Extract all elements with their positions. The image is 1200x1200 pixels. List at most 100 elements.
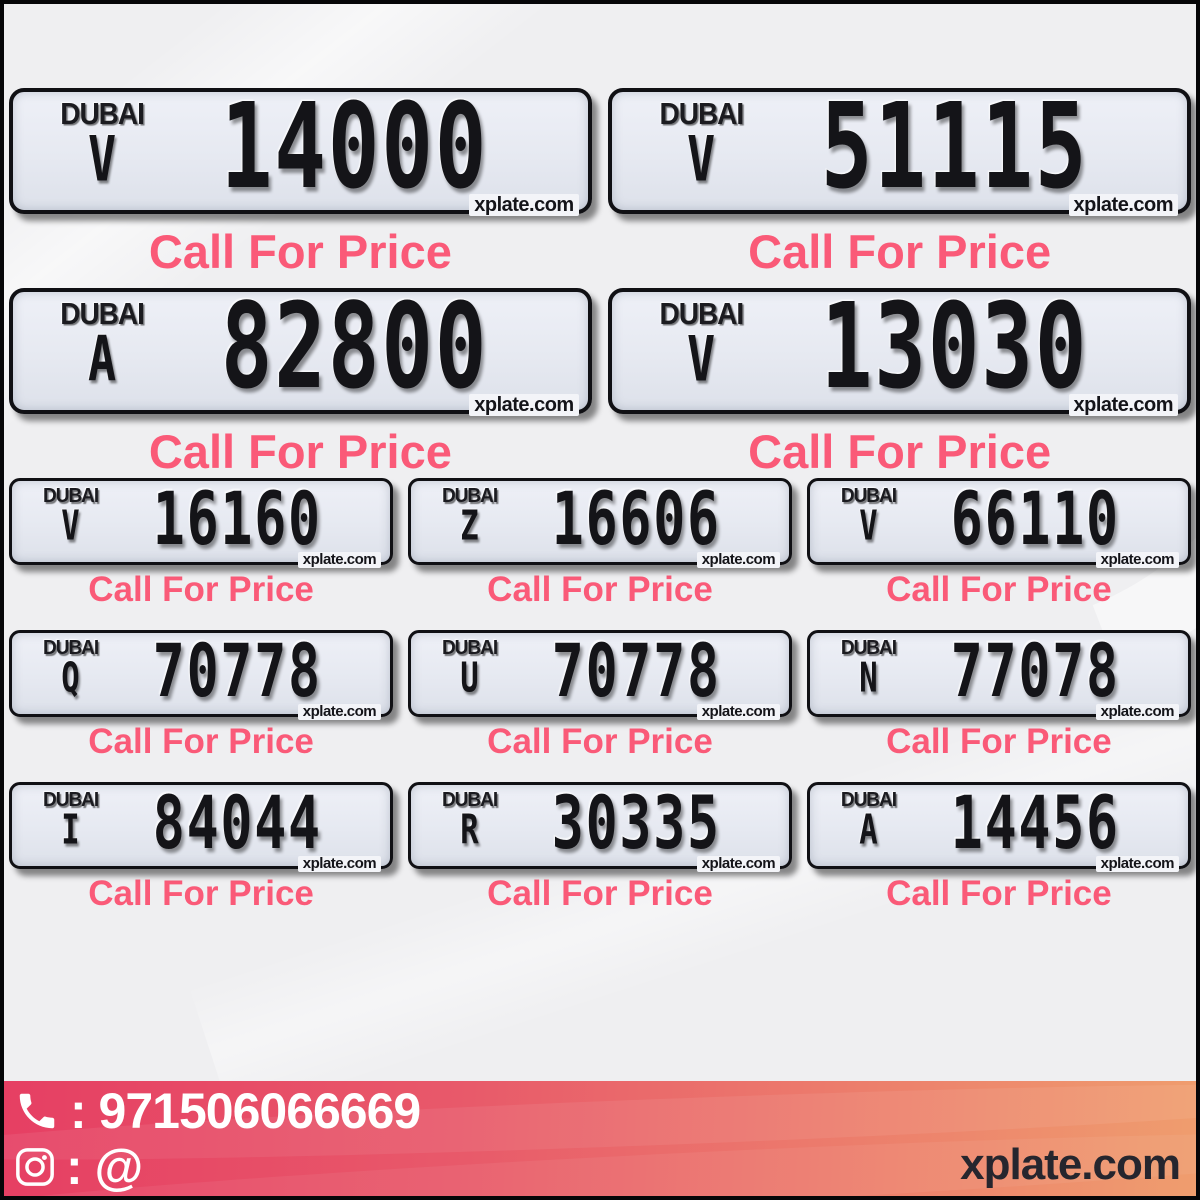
instagram-contact[interactable]: : @ [14, 1139, 420, 1195]
plate-code-block: DUBAI R [426, 788, 513, 851]
plate-watermark: xplate.com [469, 394, 579, 416]
plate-number: 70778 [152, 627, 322, 714]
price-label: Call For Price [487, 570, 713, 609]
price-label: Call For Price [88, 722, 314, 761]
plate-letter-code: V [87, 124, 117, 197]
price-label: Call For Price [148, 225, 452, 278]
plate-number: 14000 [221, 77, 489, 216]
plate-code-block: DUBAI I [27, 788, 114, 851]
plate-letter-code: N [859, 654, 878, 703]
plate-card[interactable]: DUBAI I 84044 xplate.com Call For Price [9, 779, 394, 914]
license-plate: DUBAI Q 70778 xplate.com [9, 627, 394, 720]
license-plate: DUBAI V 51115 xplate.com [608, 77, 1191, 216]
license-plate: DUBAI A 82800 xplate.com [9, 277, 592, 416]
phone-icon [19, 1093, 55, 1129]
plate-card[interactable]: DUBAI V 16160 xplate.com Call For Price [9, 475, 394, 610]
plate-card[interactable]: DUBAI A 82800 xplate.com Call For Price [9, 288, 592, 478]
dubai-logo: DUBAI [441, 636, 498, 660]
license-plate: DUBAI V 16160 xplate.com [9, 475, 394, 568]
price-label: Call For Price [886, 874, 1112, 913]
plate-code-block: DUBAI V [27, 484, 114, 547]
license-plate: DUBAI N 77078 xplate.com [806, 627, 1191, 720]
phone-contact[interactable]: : 971506066669 [14, 1083, 421, 1139]
plate-letter-code: V [687, 324, 716, 397]
plate-watermark: xplate.com [297, 855, 382, 872]
plate-letter-code: V [859, 502, 878, 551]
plate-code-block: DUBAI V [825, 484, 912, 547]
plate-code-block: DUBAI N [825, 638, 912, 699]
license-plate: DUBAI V 66110 xplate.com [806, 475, 1191, 568]
price-label: Call For Price [487, 874, 713, 913]
plate-watermark: xplate.com [1095, 551, 1179, 568]
plate-code-block: DUBAI A [825, 790, 912, 851]
plate-card[interactable]: DUBAI V 66110 xplate.com Call For Price [806, 475, 1191, 610]
plate-code-block: DUBAI V [635, 96, 767, 192]
plate-card[interactable]: DUBAI A 14456 xplate.com Call For Price [806, 779, 1191, 914]
contact-footer: : 971506066669 : @ xplate.com [4, 1081, 1196, 1196]
plate-row-3: DUBAI V 16160 xplate.com Call For Price … [9, 478, 1191, 610]
plate-number: 77078 [950, 627, 1120, 714]
license-plate: DUBAI V 13030 xplate.com [608, 277, 1191, 416]
price-label: Call For Price [88, 570, 314, 609]
dubai-logo: DUBAI [659, 96, 745, 131]
plate-code-block: DUBAI Z [426, 486, 513, 547]
plate-number: 16606 [551, 475, 721, 562]
plate-watermark: xplate.com [1068, 394, 1178, 416]
plate-code-block: DUBAI V [635, 296, 767, 392]
plate-number: 66110 [950, 475, 1120, 562]
license-plate: DUBAI Z 16606 xplate.com [407, 475, 793, 568]
price-label: Call For Price [748, 425, 1052, 478]
dubai-logo: DUBAI [43, 788, 99, 812]
plate-card[interactable]: DUBAI R 30335 xplate.com Call For Price [407, 779, 793, 914]
plate-number: 70778 [551, 627, 721, 714]
plate-watermark: xplate.com [696, 703, 781, 720]
dubai-logo: DUBAI [659, 296, 745, 331]
plate-number: 14456 [950, 779, 1120, 866]
license-plate: DUBAI V 14000 xplate.com [9, 77, 592, 216]
plate-card[interactable]: DUBAI V 14000 xplate.com Call For Price [9, 88, 592, 278]
plate-number: 82800 [221, 277, 489, 416]
plate-number: 13030 [820, 277, 1088, 416]
price-label: Call For Price [487, 722, 713, 761]
license-plate: DUBAI A 14456 xplate.com [806, 779, 1191, 872]
phone-number: : 971506066669 [70, 1083, 421, 1139]
plate-row-5: DUBAI I 84044 xplate.com Call For Price … [9, 782, 1191, 914]
plate-card[interactable]: DUBAI Z 16606 xplate.com Call For Price [407, 475, 793, 610]
plate-letter-code: R [460, 806, 479, 855]
plate-code-block: DUBAI A [36, 299, 168, 392]
plate-card[interactable]: DUBAI V 13030 xplate.com Call For Price [608, 288, 1191, 478]
plate-code-block: DUBAI V [36, 99, 168, 192]
dubai-logo: DUBAI [43, 484, 99, 508]
plate-number: 51115 [820, 77, 1088, 216]
plate-watermark: xplate.com [469, 194, 579, 216]
plate-card[interactable]: DUBAI U 70778 xplate.com Call For Price [407, 627, 793, 762]
price-label: Call For Price [748, 225, 1052, 278]
plate-number: 16160 [152, 475, 322, 562]
dubai-logo: DUBAI [43, 636, 99, 660]
plate-watermark: xplate.com [696, 551, 781, 568]
plate-letter-code: Z [460, 502, 479, 551]
plate-code-block: DUBAI Q [27, 636, 114, 699]
dubai-logo: DUBAI [840, 484, 897, 508]
plate-card[interactable]: DUBAI V 51115 xplate.com Call For Price [608, 88, 1191, 278]
contact-block: : 971506066669 : @ [14, 1083, 421, 1195]
plate-card[interactable]: DUBAI Q 70778 xplate.com Call For Price [9, 627, 394, 762]
plate-row-4: DUBAI Q 70778 xplate.com Call For Price … [9, 630, 1191, 762]
plate-watermark: xplate.com [297, 551, 382, 568]
price-label: Call For Price [886, 570, 1112, 609]
price-label: Call For Price [88, 874, 314, 913]
instagram-icon [16, 1148, 54, 1186]
plate-number: 30335 [551, 779, 721, 866]
price-label: Call For Price [886, 722, 1112, 761]
price-label: Call For Price [148, 425, 452, 478]
license-plate: DUBAI R 30335 xplate.com [407, 779, 793, 872]
plate-number: 84044 [152, 779, 322, 866]
dubai-logo: DUBAI [441, 788, 498, 812]
plate-letter-code: V [61, 502, 80, 551]
instagram-handle: : @ [66, 1139, 143, 1195]
plate-letter-code: A [859, 806, 878, 855]
plate-row-2: DUBAI A 82800 xplate.com Call For Price … [9, 288, 1191, 478]
plate-card[interactable]: DUBAI N 77078 xplate.com Call For Price [806, 627, 1191, 762]
license-plate: DUBAI U 70778 xplate.com [407, 627, 793, 720]
